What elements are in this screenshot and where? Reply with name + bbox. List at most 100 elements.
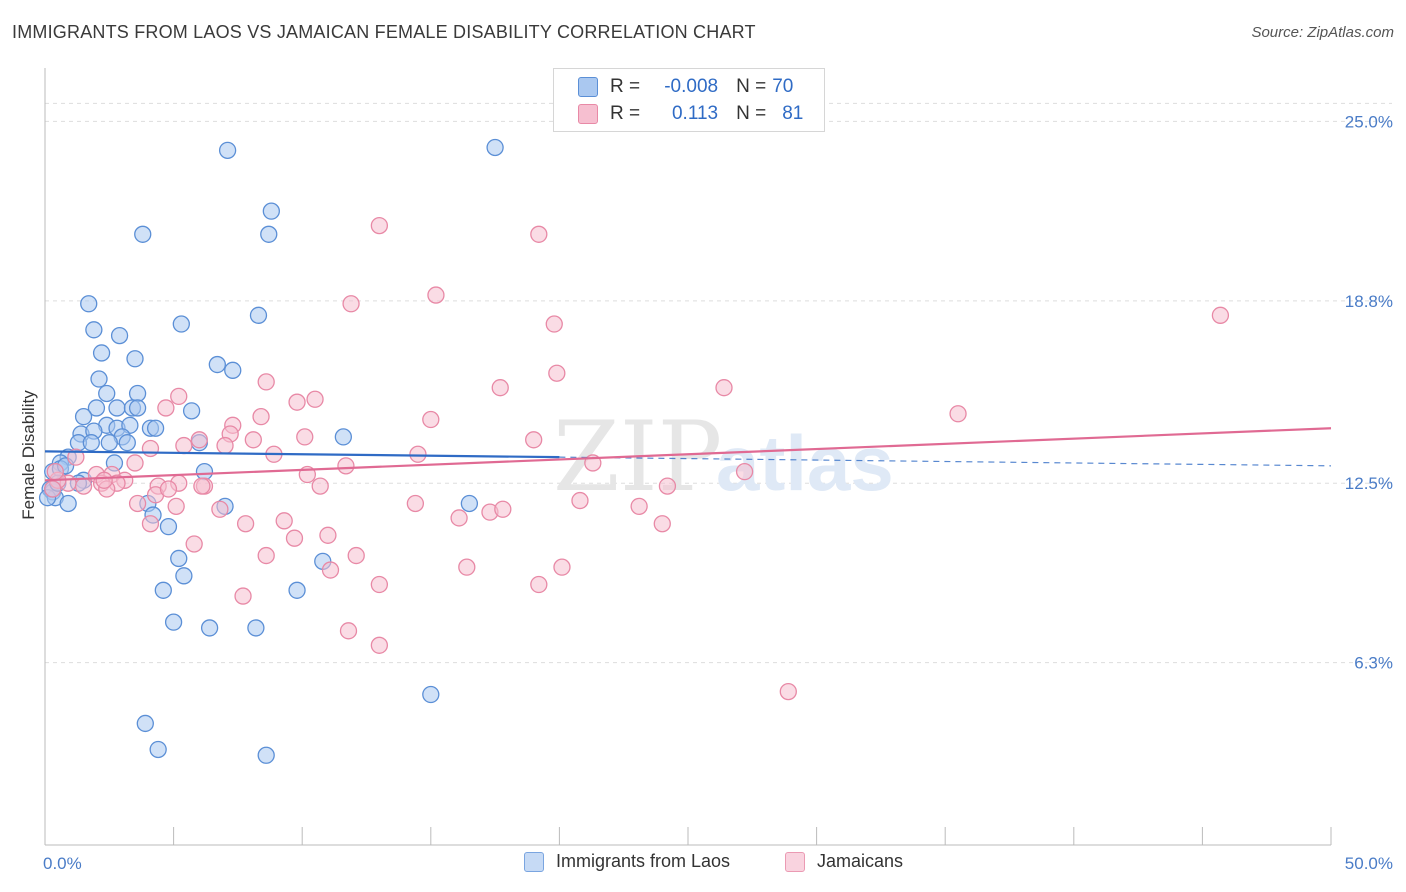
trend-line-laos-projection [559, 456, 1332, 467]
point-jamaicans [128, 494, 147, 513]
point-jamaicans [141, 439, 160, 458]
watermark-atlas: atlas [716, 419, 894, 507]
trend-line-jamaicans [44, 427, 1332, 482]
y-tick-label: 6.3% [1354, 654, 1393, 673]
point-jamaicans [216, 436, 234, 455]
point-laos [80, 295, 98, 313]
point-laos [126, 350, 144, 368]
legend-n-value: 70 [772, 76, 794, 97]
legend-swatch-jamaicans [785, 851, 805, 872]
legend-n-value: 81 [782, 103, 804, 124]
point-jamaicans [370, 216, 389, 235]
x-tick-labels: 0.0% 50.0% [43, 854, 1393, 873]
point-jamaicans [342, 295, 360, 313]
point-jamaicans [141, 515, 160, 533]
point-laos [460, 494, 479, 513]
point-laos [249, 306, 268, 324]
point-laos [90, 370, 108, 388]
point-jamaicans [715, 379, 733, 397]
trend-lines [44, 427, 1332, 482]
point-laos [85, 321, 103, 339]
point-laos [422, 685, 440, 704]
point-laos [100, 434, 118, 452]
point-laos [108, 399, 126, 417]
point-laos [224, 361, 242, 379]
legend-n-label: N = [736, 103, 767, 124]
point-jamaicans [735, 462, 754, 481]
point-jamaicans [319, 526, 337, 544]
point-jamaicans [530, 575, 548, 594]
point-jamaicans [211, 500, 229, 518]
point-laos [134, 225, 152, 243]
legend-item-jamaicans[interactable]: Jamaicans [785, 851, 903, 872]
point-jamaicans [406, 494, 425, 513]
point-laos [87, 399, 106, 417]
point-jamaicans [545, 315, 563, 333]
y-tick-labels: 6.3% 12.5% 18.8% 25.0% [1345, 112, 1393, 672]
point-laos [59, 494, 77, 513]
point-jamaicans [530, 225, 548, 243]
point-laos [262, 202, 280, 220]
x-tick-label: 50.0% [1345, 854, 1393, 873]
legend-row-jamaicans: R = 0.113 N = 81 [578, 102, 803, 126]
point-jamaicans [321, 561, 340, 579]
source-credit: Source: ZipAtlas.com [1251, 24, 1394, 41]
point-laos [334, 428, 353, 446]
point-jamaicans [67, 448, 85, 466]
point-jamaicans [234, 587, 252, 605]
point-jamaicans [653, 515, 671, 533]
legend-label-laos: Immigrants from Laos [556, 851, 731, 871]
point-laos [182, 402, 201, 420]
point-jamaicans [311, 477, 329, 495]
point-jamaicans [370, 636, 389, 654]
point-jamaicans [74, 477, 93, 495]
point-jamaicans [548, 364, 566, 382]
point-jamaicans [409, 445, 427, 463]
point-laos [128, 399, 147, 417]
legend-r-value: -0.008 [664, 76, 719, 97]
point-laos [260, 225, 278, 243]
point-laos [172, 315, 190, 333]
legend-label-jamaicans: Jamaicans [817, 851, 904, 871]
point-laos [128, 384, 147, 403]
point-jamaicans [288, 393, 306, 411]
point-jamaicans [244, 431, 262, 449]
legend-swatch-laos [578, 77, 598, 97]
point-jamaicans [46, 462, 64, 481]
point-laos [218, 141, 237, 160]
point-jamaicans [553, 558, 571, 576]
point-jamaicans [236, 515, 255, 533]
point-jamaicans [167, 497, 185, 516]
point-jamaicans [450, 509, 468, 527]
point-jamaicans [285, 529, 304, 547]
y-tick-label: 25.0% [1345, 112, 1393, 131]
y-axis-label: Female Disability [19, 390, 38, 520]
point-jamaicans [306, 390, 324, 408]
point-laos [486, 138, 504, 157]
point-laos [208, 355, 226, 374]
point-laos [288, 581, 306, 599]
point-laos [200, 619, 219, 637]
point-jamaicans [494, 500, 512, 518]
legend-item-laos[interactable]: Immigrants from Laos [524, 851, 730, 872]
legend-row-laos: R = -0.008 N = 70 [578, 75, 793, 99]
point-jamaicans [159, 480, 178, 498]
point-laos [175, 567, 193, 585]
scatter-points [38, 138, 1230, 764]
point-jamaicans [337, 457, 355, 475]
point-laos [154, 581, 172, 599]
point-jamaicans [95, 471, 113, 489]
point-jamaicans [44, 480, 62, 498]
point-jamaicans [175, 436, 193, 455]
y-tick-label: 18.8% [1345, 292, 1393, 311]
axes [44, 68, 1332, 846]
point-laos [136, 714, 154, 733]
point-laos [164, 613, 183, 631]
point-jamaicans [126, 454, 144, 472]
chart-title: IMMIGRANTS FROM LAOS VS JAMAICAN FEMALE … [12, 22, 756, 42]
point-jamaicans [193, 477, 211, 495]
point-laos [82, 434, 100, 452]
x-tick-label: 0.0% [43, 854, 82, 873]
point-jamaicans [275, 512, 293, 530]
